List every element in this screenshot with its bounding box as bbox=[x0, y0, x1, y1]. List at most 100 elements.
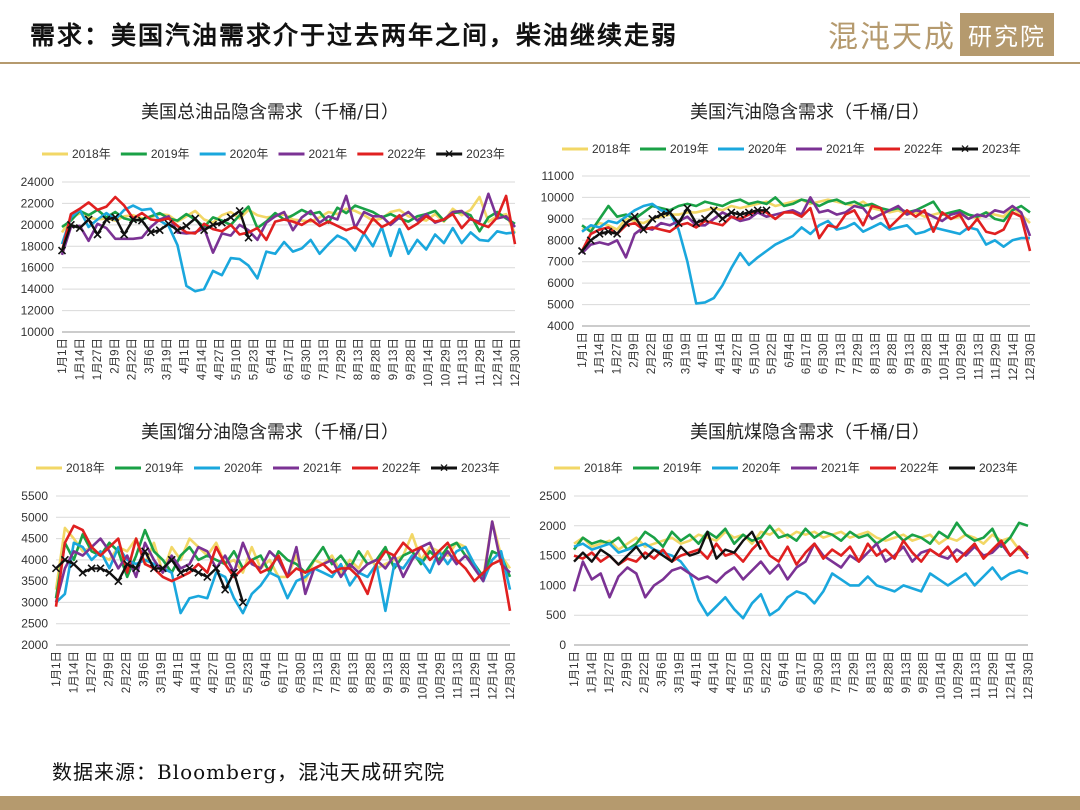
series-line bbox=[573, 542, 1029, 620]
x-tick-label: 7月29日 bbox=[853, 332, 865, 374]
data-point bbox=[709, 206, 718, 215]
x-tick-label: 9月13日 bbox=[901, 651, 913, 693]
x-tick-label: 8月28日 bbox=[365, 651, 377, 693]
x-tick-label: 11月13日 bbox=[973, 332, 985, 380]
x-tick-label: 12月14日 bbox=[493, 338, 505, 387]
data-point-stroke bbox=[221, 585, 230, 594]
x-tick-label: 9月28日 bbox=[405, 338, 417, 380]
x-tick-label: 9月13日 bbox=[904, 332, 916, 374]
legend-item: 2020年 bbox=[718, 142, 787, 156]
data-point bbox=[158, 564, 167, 573]
x-tick-label: 2月9日 bbox=[109, 338, 121, 374]
legend-label: 2022年 bbox=[900, 461, 939, 475]
data-point-stroke bbox=[191, 214, 200, 223]
y-tick-label: 10000 bbox=[541, 190, 575, 204]
series-line bbox=[581, 206, 767, 252]
data-point bbox=[208, 220, 218, 229]
legend-item: 2022年 bbox=[870, 461, 939, 475]
y-tick-label: 8000 bbox=[547, 233, 574, 247]
x-tick-label: 1月14日 bbox=[68, 651, 80, 693]
data-point bbox=[66, 220, 75, 229]
x-tick-label: 10月14日 bbox=[939, 332, 951, 381]
data-point-stroke bbox=[84, 215, 93, 224]
legend-item: 2020年 bbox=[199, 147, 269, 161]
x-tick-label: 7月13日 bbox=[313, 651, 325, 693]
legend-item: 2019年 bbox=[640, 142, 709, 156]
data-point-stroke bbox=[96, 564, 105, 573]
legend-label: 2021年 bbox=[309, 147, 348, 161]
x-tick-label: 12月14日 bbox=[1008, 332, 1020, 381]
x-tick-label: 11月29日 bbox=[475, 338, 487, 386]
data-point-stroke bbox=[111, 213, 120, 222]
legend-item: 2022年 bbox=[352, 461, 421, 475]
x-tick-label: 5月23日 bbox=[249, 338, 261, 380]
data-point-stroke bbox=[595, 229, 604, 238]
page-title: 需求：美国汽油需求介于过去两年之间，柴油继续走弱 bbox=[30, 21, 679, 50]
data-point-stroke bbox=[93, 230, 102, 239]
x-tick-label: 3月19日 bbox=[674, 651, 686, 693]
x-tick-label: 12月30日 bbox=[1023, 651, 1035, 700]
data-point bbox=[137, 216, 147, 225]
series-line bbox=[581, 196, 1032, 259]
y-tick-label: 2000 bbox=[21, 638, 48, 652]
data-point-stroke bbox=[167, 555, 176, 564]
series-line bbox=[60, 209, 250, 251]
x-tick-label: 1月27日 bbox=[611, 332, 623, 374]
x-tick-label: 6月4日 bbox=[266, 338, 278, 374]
y-tick-label: 500 bbox=[546, 608, 566, 622]
x-tick-label: 6月4日 bbox=[261, 651, 273, 687]
y-tick-label: 5500 bbox=[21, 489, 48, 503]
data-point bbox=[114, 577, 123, 586]
x-tick-label: 10月14日 bbox=[418, 651, 430, 700]
series-line bbox=[580, 204, 1032, 252]
x-tick-label: 6月30日 bbox=[295, 651, 307, 693]
legend-label: 2022年 bbox=[904, 142, 943, 156]
x-tick-label: 10月29日 bbox=[953, 651, 965, 700]
data-point bbox=[164, 219, 173, 228]
x-tick-label: 11月13日 bbox=[453, 651, 465, 699]
x-tick-label: 4月14日 bbox=[709, 651, 721, 693]
legend-item: 2018年 bbox=[36, 461, 105, 475]
data-point bbox=[630, 212, 639, 221]
legend-label: 2018年 bbox=[584, 461, 623, 475]
x-tick-label: 2月22日 bbox=[127, 338, 139, 380]
data-point bbox=[656, 210, 666, 219]
data-point bbox=[665, 208, 674, 217]
x-tick-label: 6月17日 bbox=[284, 338, 296, 380]
data-source-note: 数据来源：Bloomberg，混沌天成研究院 bbox=[52, 760, 446, 784]
x-tick-label: 11月29日 bbox=[988, 651, 1000, 699]
series-line bbox=[60, 204, 516, 293]
chart-total-oil-demand: 美国总油品隐含需求（千桶/日） 2018年 2019年 2020年 2021年 2022年… bbox=[21, 102, 522, 387]
data-point bbox=[146, 228, 155, 237]
y-tick-label: 4000 bbox=[547, 319, 574, 333]
x-tick-label: 11月13日 bbox=[458, 338, 470, 386]
data-point-stroke bbox=[137, 216, 147, 225]
legend-item: ✕ 2023年 bbox=[952, 142, 1021, 156]
x-tick-label: 1月1日 bbox=[57, 338, 69, 374]
legend-label: 2020年 bbox=[230, 147, 269, 161]
x-tick-label: 12月14日 bbox=[488, 651, 500, 700]
data-point bbox=[235, 206, 244, 215]
x-tick-label: 1月1日 bbox=[569, 651, 581, 687]
x-tick-label: 5月10日 bbox=[231, 338, 243, 380]
x-tick-label: 12月30日 bbox=[505, 651, 517, 700]
chart-jet-fuel-demand: 美国航煤隐含需求（千桶/日） 2018年 2019年 2020年 2021年 2022年 2… bbox=[539, 422, 1035, 700]
y-tick-label: 24000 bbox=[21, 175, 55, 189]
legend-item: 2022年 bbox=[874, 142, 943, 156]
data-point-stroke bbox=[630, 212, 639, 221]
x-tick-label: 2月22日 bbox=[646, 332, 658, 374]
legend-item: ✕ 2023年 bbox=[431, 461, 500, 475]
legend-item: 2021年 bbox=[273, 461, 342, 475]
x-tick-label: 10月14日 bbox=[936, 651, 948, 700]
legend-label: 2018年 bbox=[592, 142, 631, 156]
data-point-stroke bbox=[727, 208, 736, 217]
y-tick-label: 2500 bbox=[21, 617, 48, 631]
data-point bbox=[78, 568, 87, 577]
y-tick-label: 18000 bbox=[21, 239, 55, 253]
data-point bbox=[149, 564, 158, 573]
y-tick-label: 3500 bbox=[21, 574, 48, 588]
x-tick-label: 4月1日 bbox=[173, 651, 185, 687]
series-line bbox=[54, 524, 512, 612]
legend-label: 2023年 bbox=[979, 461, 1018, 475]
legend-label: 2018年 bbox=[72, 147, 111, 161]
